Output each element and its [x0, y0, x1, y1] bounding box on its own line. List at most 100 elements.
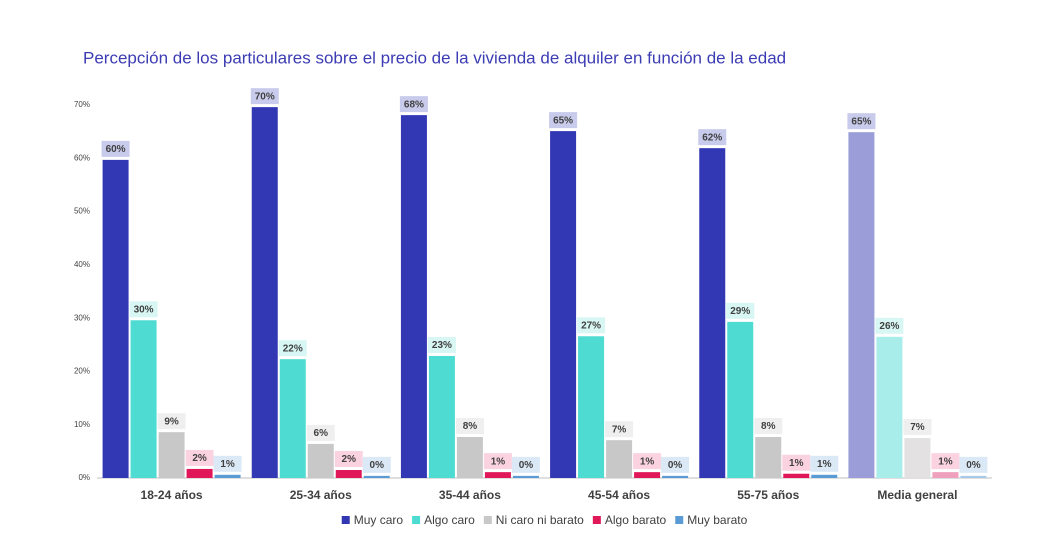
x-tick-label: 35-44 años [439, 488, 501, 502]
value-label: 68% [404, 99, 424, 110]
bar [130, 320, 157, 478]
x-tick-label: 55-75 años [737, 488, 799, 502]
x-tick-label: 25-34 años [290, 488, 352, 502]
bar [307, 443, 334, 478]
value-label: 0% [966, 460, 981, 471]
bar [158, 432, 185, 478]
value-label-bg [605, 421, 634, 438]
value-label-bg [511, 456, 540, 473]
chart-title: Percepción de los particulares sobre el … [83, 48, 786, 67]
value-label: 0% [519, 460, 534, 471]
y-tick-label: 70% [74, 100, 90, 109]
bar [512, 475, 539, 478]
value-label: 1% [817, 459, 832, 470]
bar [251, 107, 278, 478]
value-label-bg [847, 113, 876, 130]
value-label: 22% [283, 343, 303, 354]
bar [484, 472, 511, 478]
bar [634, 472, 661, 478]
value-label-bg [549, 112, 578, 129]
bar [699, 148, 726, 478]
value-label-bg [455, 417, 484, 434]
value-label-bg [633, 453, 662, 470]
value-label: 2% [192, 453, 207, 464]
bar [662, 475, 689, 478]
value-label-bg [903, 419, 932, 436]
value-label: 2% [342, 454, 357, 465]
bar [363, 475, 390, 478]
value-label-bg [698, 129, 727, 146]
value-label-bg [427, 336, 456, 353]
bar [960, 475, 987, 478]
bar [783, 473, 810, 478]
bar [848, 132, 875, 478]
y-tick-label: 50% [74, 207, 90, 216]
legend-label: Algo caro [424, 513, 475, 527]
value-label: 8% [761, 421, 776, 432]
value-label-bg [157, 413, 186, 430]
value-label: 23% [432, 340, 452, 351]
legend-swatch [592, 516, 601, 524]
value-label-bg [185, 449, 214, 466]
value-label-bg [726, 302, 755, 319]
legend-swatch [412, 516, 421, 524]
value-label: 60% [106, 144, 126, 155]
value-label-bg [577, 317, 606, 334]
value-label-bg [278, 340, 307, 357]
bar [102, 159, 129, 479]
bar [428, 355, 455, 478]
bar [932, 472, 959, 478]
value-label: 8% [463, 421, 478, 432]
x-tick-label: 18-24 años [141, 488, 203, 502]
value-label: 1% [938, 456, 953, 467]
value-label: 65% [851, 116, 871, 127]
value-label: 1% [789, 458, 804, 469]
bar [578, 336, 605, 478]
value-label: 1% [220, 459, 235, 470]
value-label: 65% [553, 115, 573, 126]
value-label: 6% [314, 428, 329, 439]
value-label-bg [661, 456, 690, 473]
value-label: 30% [134, 304, 154, 315]
legend-label: Ni caro ni barato [496, 513, 584, 527]
bar [876, 336, 903, 478]
value-label: 7% [910, 422, 925, 433]
value-label-bg [334, 451, 363, 468]
y-tick-label: 0% [78, 473, 90, 482]
bar [727, 321, 754, 478]
value-label-bg [250, 88, 279, 105]
bar [279, 359, 306, 478]
value-label-bg [875, 317, 904, 334]
value-label: 29% [730, 306, 750, 317]
value-label-bg [399, 96, 428, 113]
legend-label: Algo barato [605, 513, 667, 527]
legend-swatch [483, 516, 492, 524]
legend-swatch [341, 516, 350, 524]
value-label: 1% [491, 456, 506, 467]
value-label-bg [101, 140, 130, 157]
legend-swatch [675, 516, 684, 524]
value-label-bg [306, 424, 335, 441]
y-tick-label: 10% [74, 420, 90, 429]
value-label: 0% [370, 460, 385, 471]
value-label: 26% [879, 321, 899, 332]
value-label: 7% [612, 424, 627, 435]
value-label-bg [782, 454, 811, 471]
y-tick-label: 60% [74, 153, 90, 162]
y-tick-label: 20% [74, 367, 90, 376]
legend-label: Muy barato [687, 513, 747, 527]
value-label: 9% [164, 416, 179, 427]
value-label-bg [213, 455, 242, 472]
bar [400, 115, 427, 479]
bar [335, 470, 362, 478]
value-label-bg [362, 456, 391, 473]
value-label: 27% [581, 320, 601, 331]
x-tick-label: Media general [877, 488, 957, 502]
bar [214, 474, 241, 478]
value-label-bg [129, 301, 158, 318]
bar [186, 468, 213, 478]
value-label-bg [754, 417, 783, 434]
bar [550, 131, 577, 479]
bar [904, 438, 931, 478]
